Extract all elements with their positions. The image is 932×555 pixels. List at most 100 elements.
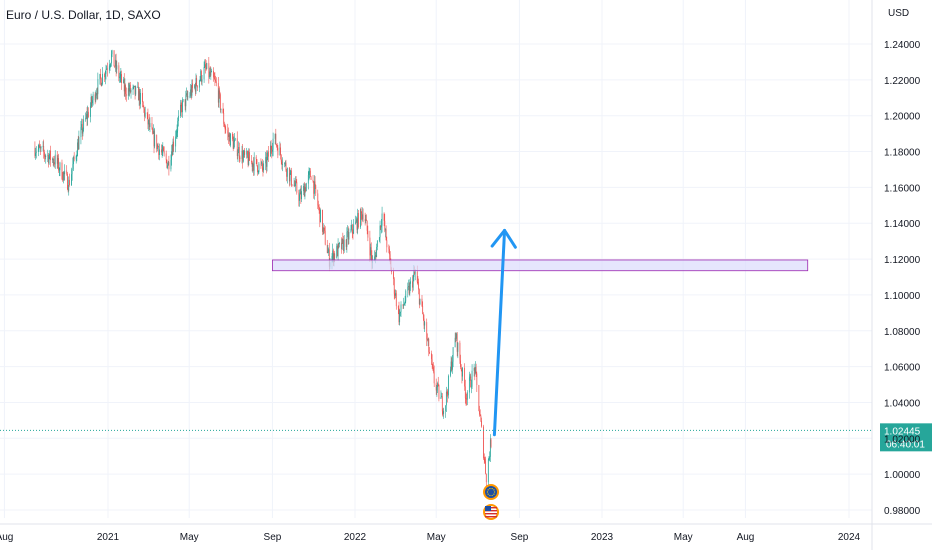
eu-star: [486, 491, 489, 493]
candle-down: [337, 246, 338, 257]
candle-down: [186, 93, 188, 98]
candle-up: [452, 347, 454, 362]
candle-down: [66, 173, 68, 190]
candle-up: [129, 84, 131, 92]
candle-up: [144, 112, 146, 117]
candle-up: [92, 100, 93, 104]
candle-down: [433, 367, 434, 372]
chart-title: Euro / U.S. Dollar, 1D, SAXO: [6, 8, 161, 22]
candle-up: [105, 69, 107, 74]
candle-up: [109, 65, 111, 67]
candle-up: [272, 138, 274, 150]
candle-down: [115, 59, 117, 70]
candle-down: [383, 213, 385, 221]
eu-star: [493, 489, 495, 491]
candle-down: [63, 172, 65, 175]
candle-up: [309, 170, 311, 172]
candle-down: [249, 152, 250, 161]
candle-up: [59, 162, 61, 171]
candles-layer: [34, 49, 492, 487]
candle-up: [106, 68, 108, 70]
y-tick-label: 0.98000: [884, 506, 921, 517]
candle-down: [229, 134, 231, 146]
candle-up: [133, 85, 135, 87]
candle-up: [182, 100, 183, 113]
candle-down: [87, 111, 89, 117]
candle-up: [440, 396, 442, 399]
icons-layer: [483, 484, 500, 520]
candle-up: [204, 64, 206, 68]
candle-down: [256, 159, 258, 166]
candle-down: [100, 74, 101, 79]
y-tick-label: 1.24000: [884, 40, 921, 51]
candle-down: [125, 94, 127, 96]
candle-down: [238, 147, 240, 158]
y-tick-label: 1.12000: [884, 255, 921, 266]
candle-up: [362, 214, 363, 220]
grid-layer: [0, 0, 872, 518]
candle-down: [61, 162, 63, 179]
candle-up: [470, 386, 472, 388]
candle-up: [475, 366, 476, 374]
candle-up: [130, 89, 132, 93]
candle-up: [87, 111, 89, 119]
candle-up: [123, 79, 124, 84]
candle-down: [104, 73, 106, 78]
candle-up: [210, 72, 212, 76]
candle-up: [119, 75, 121, 78]
candle-down: [270, 145, 272, 150]
candle-up: [191, 83, 193, 96]
candle-up: [337, 243, 339, 257]
candle-up: [162, 147, 164, 152]
candle-up: [42, 146, 44, 147]
candle-up: [242, 155, 244, 162]
candle-up: [124, 85, 126, 92]
candle-down: [94, 94, 96, 101]
candle-up: [177, 121, 179, 131]
candle-down: [421, 298, 423, 306]
candle-down: [478, 385, 480, 411]
candle-up: [48, 156, 50, 164]
projection-arrow-head: [490, 228, 517, 249]
candle-up: [267, 151, 269, 157]
x-tick-label: 2022: [344, 532, 367, 543]
candle-down: [214, 79, 216, 80]
candle-down: [222, 108, 224, 113]
candle-up: [97, 79, 99, 95]
candle-up: [454, 337, 456, 348]
candle-down: [451, 361, 453, 370]
candle-up: [127, 88, 129, 96]
candle-up: [376, 240, 378, 247]
candle-up: [403, 304, 405, 306]
candle-down: [261, 161, 263, 168]
candle-down: [215, 79, 216, 82]
candle-up: [35, 151, 37, 154]
candle-up: [177, 115, 179, 122]
candle-up: [331, 256, 333, 263]
candle-up: [462, 367, 463, 377]
candle-down: [148, 119, 150, 127]
us-stripe: [485, 513, 498, 515]
candle-up: [380, 225, 382, 228]
candle-down: [447, 394, 449, 396]
candle-up: [148, 119, 150, 125]
candle-up: [286, 167, 288, 177]
candle-up: [437, 383, 438, 388]
candle-down: [280, 154, 282, 162]
candle-down: [139, 91, 141, 105]
candle-up: [290, 170, 292, 174]
candle-up: [452, 361, 453, 370]
candle-up: [200, 71, 202, 80]
candle-up: [234, 138, 236, 140]
candle-up: [80, 127, 82, 138]
candle-down: [223, 123, 225, 127]
candle-up: [138, 91, 140, 101]
candle-up: [322, 227, 324, 232]
candle-up: [248, 152, 250, 165]
candle-down: [288, 167, 290, 182]
candle-down: [324, 230, 326, 245]
candle-down: [426, 322, 428, 340]
